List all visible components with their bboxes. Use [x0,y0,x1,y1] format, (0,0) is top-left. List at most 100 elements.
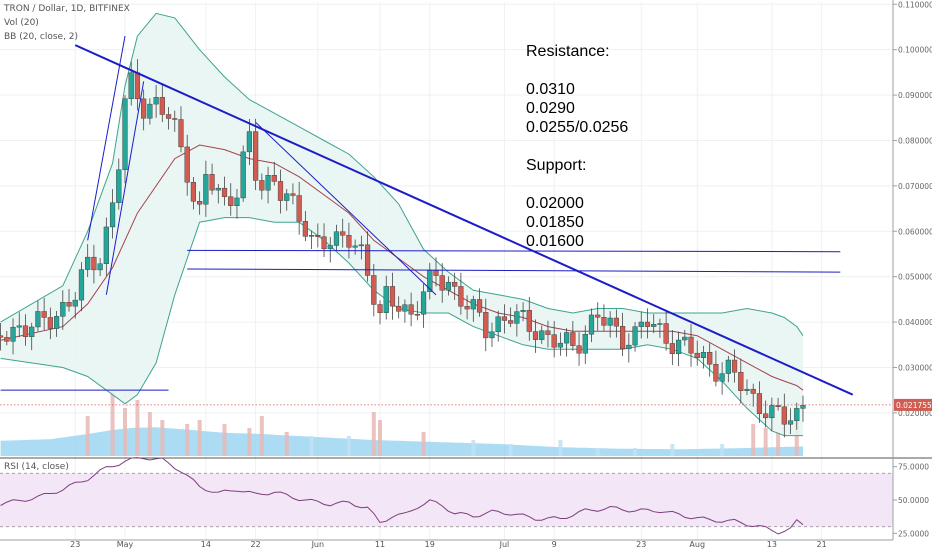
candle-body [35,311,41,328]
volume-bar [508,444,513,456]
bb-legend[interactable]: BB (20, close, 2) [4,32,79,42]
candle-body [514,311,520,324]
candle-body [501,316,508,321]
candle-body [738,372,744,391]
candle-body [358,244,364,247]
candle-body [644,321,651,327]
candle-body [60,302,66,317]
candle-body [197,201,203,205]
candle-body [352,245,358,248]
rsi-tick-label: 25.0000 [898,529,929,538]
price-tick-label: 0.100000 [898,46,932,55]
price-tick-label: 0.050000 [898,273,932,282]
candle-body [470,299,476,310]
candle-body [91,256,97,271]
volume-pane [0,392,804,456]
candle-body [675,339,682,355]
candle-body [688,336,694,354]
price-tick-label: 0.110000 [898,0,932,9]
candle-body [433,270,439,276]
volume-bar [751,424,756,456]
candle-body [253,131,259,181]
bollinger-bands [0,12,804,437]
candle-body [159,97,165,115]
symbol-legend[interactable]: TRON / Dollar, 1D, BITFINEX [4,4,130,14]
candle-body [321,236,327,250]
candle-body [240,151,246,199]
candle-body [97,263,103,271]
candle-body [551,334,557,348]
candle-body [539,330,545,340]
drawn-trendlines [0,35,893,406]
candle-body [371,275,377,305]
candle-body [763,413,769,419]
candle-body [116,169,122,203]
resistance-line-upper [187,249,841,253]
candle-body [377,304,383,313]
candle-body [259,180,265,191]
last-price-label: 0.021755 [896,401,932,410]
time-tick-label: 21 [817,540,827,549]
volume-bar [794,420,799,456]
candle-body [290,193,296,196]
candle-body [215,187,221,191]
rally-channel-upper [87,35,126,241]
candle-body [221,187,228,197]
candle-body [632,326,638,346]
support-title: Support: [526,157,587,174]
bb-basis-line [0,144,804,391]
volume-bar [135,400,140,456]
candle-body [495,316,501,333]
volume-area [0,427,804,456]
candle-body [277,181,284,201]
price-tick-label: 0.040000 [898,318,932,327]
support-level: 0.01600 [526,233,584,250]
time-tick-label: 11 [375,540,385,549]
candle-body [16,325,22,328]
volume-bar [595,448,600,456]
candle-body [141,98,147,119]
rsi-legend[interactable]: RSI (14, close) [4,462,69,472]
candle-body [458,286,464,307]
candle-body [4,337,10,342]
candle-body [725,359,731,374]
volume-bar [346,436,351,456]
volume-bar [222,424,227,456]
candlestick-series [0,59,806,438]
candle-body [85,256,91,270]
candle-body [284,193,290,201]
candle-body [794,408,800,421]
candle-body [29,326,35,338]
candle-body [172,118,178,120]
candle-body [0,335,4,338]
candle-body [47,317,53,329]
candle-body [296,195,302,222]
candle-body [103,226,109,264]
volume-bar [378,420,383,456]
time-tick-label: 13 [767,540,777,549]
bb-upper-line [0,12,804,336]
candle-body [719,373,725,382]
volume-bar [421,432,426,456]
candle-body [595,314,601,318]
candle-body [209,174,215,191]
candle-body [564,332,570,344]
time-tick-label: 23 [636,540,646,549]
candle-body [203,174,209,205]
candle-body [190,182,197,202]
candle-body [165,114,172,119]
candle-body [576,345,582,354]
price-tick-label: 0.020000 [898,409,932,418]
candle-body [153,97,159,105]
candle-body [452,281,458,287]
candle-body [601,317,607,326]
candle-body [663,323,669,344]
candle-body [570,332,576,346]
volume-bar [776,432,781,456]
volume-legend[interactable]: Vol (20) [4,18,39,28]
price-tick-label: 0.090000 [898,91,932,100]
volume-bar [197,420,202,456]
